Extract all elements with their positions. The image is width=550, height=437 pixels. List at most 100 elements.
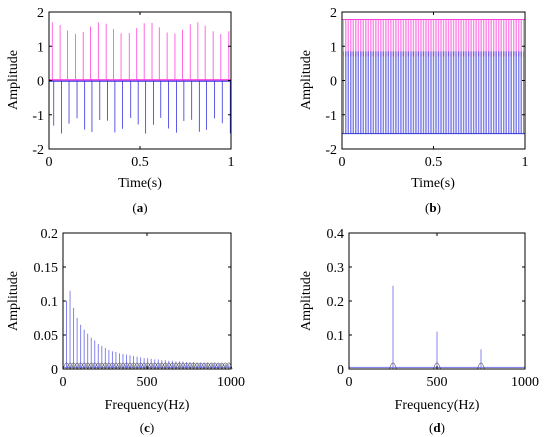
panel-b-ytick-label: 0 [330, 75, 337, 90]
panel-c-ytick-label: 0.05 [34, 329, 59, 344]
panel-b-ytick-label: -2 [325, 143, 337, 158]
spectrum-hump [108, 362, 117, 370]
panel-c-ticks: 0 500 1000 0 0.05 0.1 0.15 0.2 [34, 227, 246, 390]
panel-b-ticks: 0 0.5 1 -2 -1 0 1 2 [325, 6, 528, 170]
panel-a-label: (a) [132, 200, 147, 215]
panel-d-label: (d) [429, 420, 445, 435]
spectrum-hump [433, 362, 441, 370]
spectrum-hump [221, 362, 229, 370]
spectrum-hump [154, 362, 162, 370]
spectrum-hump [207, 362, 215, 370]
panel-d-ytick-label: 0.2 [327, 295, 345, 310]
panel-c-ytick-label: 0.1 [41, 295, 59, 310]
spectrum-hump [203, 362, 212, 370]
panel-a-xtick-label: 0.5 [131, 155, 149, 170]
spectrum-hump [175, 362, 184, 370]
spectrum-hump [151, 362, 159, 370]
panel-a-xtick-label: 0 [46, 155, 53, 170]
spectrum-hump [136, 362, 145, 370]
spectrum-hump [477, 362, 485, 370]
panel-b: 0 0.5 1 -2 -1 0 1 2 Time(s) Amplitude (b) [299, 6, 529, 215]
spectrum-hump [119, 362, 127, 370]
spectrum-hump [161, 362, 169, 370]
panel-b-label: (b) [425, 200, 441, 215]
spectrum-hump [105, 362, 113, 370]
spectrum-hump [144, 362, 152, 370]
panel-a-ytick-label: -2 [32, 143, 44, 158]
spectrum-hump [94, 362, 102, 370]
panel-d-ylabel: Amplitude [299, 271, 314, 331]
panel-c-xtick-label: 500 [137, 375, 158, 390]
spectrum-hump [214, 362, 222, 370]
spectrum-hump [69, 362, 78, 370]
panel-a-xtick-label: 1 [228, 155, 235, 170]
panel-d-ticks: 0 500 1000 0 0.1 0.2 0.3 0.4 [327, 227, 540, 390]
panel-b-xtick-label: 1 [522, 155, 529, 170]
panel-c-xtick-label: 0 [60, 375, 67, 390]
panel-c-ytick-label: 0.2 [41, 227, 59, 242]
spectrum-hump [112, 362, 120, 370]
panel-d-xlabel: Frequency(Hz) [395, 398, 480, 413]
panel-b-xtick-label: 0.5 [425, 155, 443, 170]
panel-b-ytick-label: 2 [330, 6, 337, 21]
panel-a-ytick-label: 0 [37, 75, 44, 90]
spectrum-hump [87, 362, 95, 370]
panel-c-xtick-label: 1000 [217, 375, 245, 390]
panel-c-axes-box [62, 232, 232, 370]
spectrum-hump [189, 362, 198, 370]
spectrum-hump [211, 362, 219, 370]
spectrum-hump [172, 362, 180, 370]
panel-b-ylabel: Amplitude [299, 50, 314, 110]
panel-c: 0 500 1000 0 0.05 0.1 0.15 0.2 Frequency(Hz) Am… [6, 227, 245, 435]
spectrum-hump [84, 362, 92, 370]
spectrum-hump [165, 362, 173, 370]
panel-a-ylabel: Amplitude [6, 50, 21, 110]
spectrum-hump [80, 362, 88, 370]
panel-d-ytick-label: 0.4 [327, 227, 345, 242]
panel-d-xtick-label: 500 [427, 375, 448, 390]
panel-d-xtick-label: 1000 [511, 375, 539, 390]
panel-a-ytick-label: 2 [37, 6, 44, 21]
spectrum-hump [147, 362, 155, 370]
panel-d-ytick-label: 0 [337, 363, 344, 378]
panel-a-ticks: 0 0.5 1 -2 -1 0 1 2 [32, 6, 234, 170]
panel-d-xtick-label: 0 [346, 375, 353, 390]
panel-a-xlabel: Time(s) [118, 176, 162, 191]
panel-b-data [341, 19, 526, 135]
spectrum-hump [76, 362, 85, 370]
panel-c-ytick-label: 0 [51, 363, 58, 378]
spectrum-hump [98, 362, 106, 370]
spectrum-hump [179, 362, 187, 370]
panel-c-ylabel: Amplitude [6, 271, 21, 331]
panel-d: 0 500 1000 0 0.1 0.2 0.3 0.4 Frequency(Hz) Ampl… [299, 227, 539, 435]
panel-a-ytick-label: -1 [32, 109, 44, 124]
spectrum-hump [126, 362, 134, 370]
spectrum-hump [389, 362, 397, 370]
panel-d-ytick-label: 0.3 [327, 261, 345, 276]
spectrum-hump [62, 362, 71, 370]
panel-c-data [62, 290, 233, 370]
panel-b-xlabel: Time(s) [411, 176, 455, 191]
panel-c-ytick-label: 0.15 [34, 261, 59, 276]
panel-c-xlabel: Frequency(Hz) [105, 398, 190, 413]
spectrum-hump [91, 362, 99, 370]
panel-b-xtick-label: 0 [339, 155, 346, 170]
spectrum-hump [193, 362, 201, 370]
panel-d-ytick-label: 0.1 [327, 329, 345, 344]
spectrum-hump [101, 362, 109, 370]
panel-a: 0 0.5 1 -2 -1 0 1 2 Time(s) Amplitude (a) [6, 6, 235, 215]
spectrum-hump [186, 362, 194, 370]
spectrum-hump [218, 362, 226, 370]
spectrum-hump [66, 362, 74, 370]
spectrum-hump [200, 362, 208, 370]
panel-b-ytick-label: 1 [330, 40, 337, 55]
spectrum-hump [122, 362, 131, 370]
panel-b-ytick-label: -1 [325, 109, 337, 124]
spectrum-hump [115, 362, 124, 370]
panel-c-label: (c) [140, 420, 154, 435]
spectrum-hump [225, 362, 233, 370]
spectrum-hump [133, 362, 141, 370]
spectrum-hump [196, 362, 205, 370]
spectrum-hump [129, 362, 138, 370]
